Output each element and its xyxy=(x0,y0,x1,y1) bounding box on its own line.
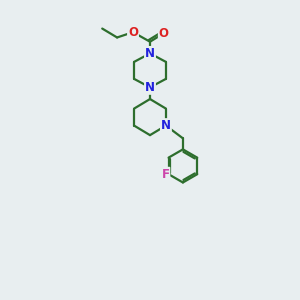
Text: N: N xyxy=(145,47,155,60)
Text: O: O xyxy=(128,26,138,39)
Text: N: N xyxy=(145,81,155,94)
Text: O: O xyxy=(159,27,169,40)
Text: F: F xyxy=(161,168,169,181)
Text: N: N xyxy=(161,119,171,132)
